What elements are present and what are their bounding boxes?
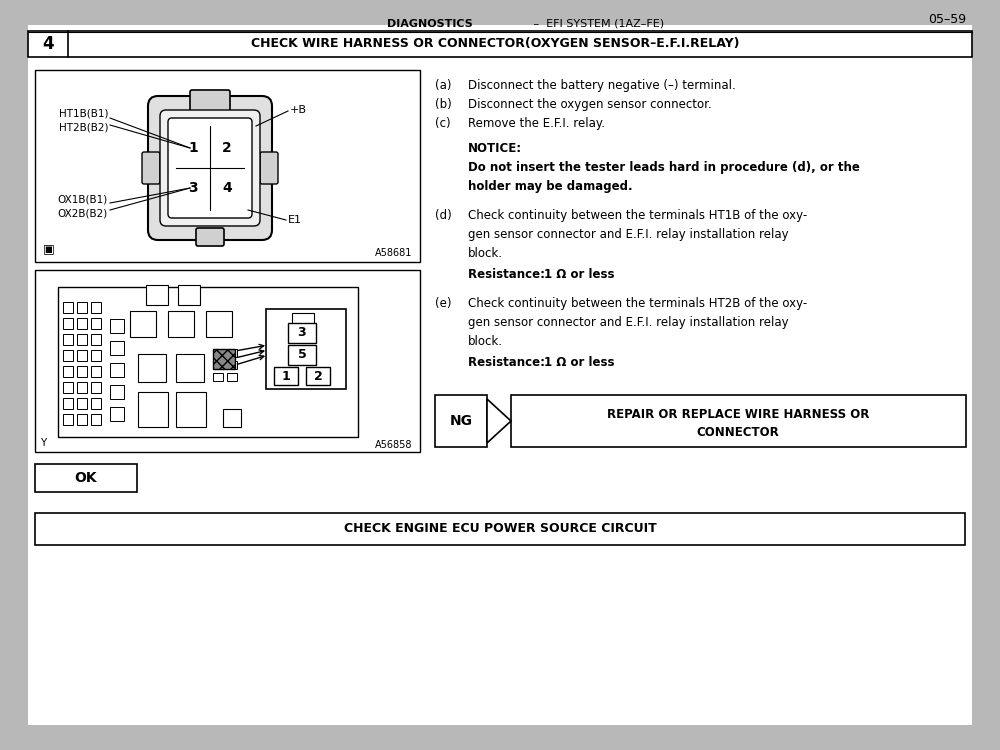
Bar xyxy=(91,398,101,409)
Bar xyxy=(63,302,73,313)
Bar xyxy=(138,354,166,382)
Bar xyxy=(77,382,87,393)
Text: CHECK ENGINE ECU POWER SOURCE CIRCUIT: CHECK ENGINE ECU POWER SOURCE CIRCUIT xyxy=(344,523,656,536)
Bar xyxy=(63,318,73,329)
Text: 4: 4 xyxy=(222,181,232,195)
Bar xyxy=(91,414,101,425)
Text: gen sensor connector and E.F.I. relay installation relay: gen sensor connector and E.F.I. relay in… xyxy=(468,228,789,241)
Bar xyxy=(178,285,200,305)
Bar xyxy=(110,407,124,421)
Text: Check continuity between the terminals HT1B of the oxy-: Check continuity between the terminals H… xyxy=(468,209,807,222)
Bar xyxy=(77,398,87,409)
Bar xyxy=(35,70,420,262)
Bar xyxy=(35,270,420,452)
Bar xyxy=(91,350,101,361)
Bar xyxy=(213,349,235,369)
Text: Resistance:: Resistance: xyxy=(468,268,549,281)
FancyBboxPatch shape xyxy=(196,228,224,246)
Text: OX1B(B1)
OX2B(B2): OX1B(B1) OX2B(B2) xyxy=(58,195,108,219)
Text: CHECK WIRE HARNESS OR CONNECTOR(OXYGEN SENSOR–E.F.I.RELAY): CHECK WIRE HARNESS OR CONNECTOR(OXYGEN S… xyxy=(251,38,739,50)
Text: A58681: A58681 xyxy=(375,248,412,258)
Text: A56858: A56858 xyxy=(374,440,412,450)
Text: 1 Ω or less: 1 Ω or less xyxy=(544,268,614,281)
Bar xyxy=(288,345,316,365)
Bar xyxy=(63,398,73,409)
Bar xyxy=(266,309,346,389)
Text: –  EFI SYSTEM (1AZ–FE): – EFI SYSTEM (1AZ–FE) xyxy=(530,19,664,29)
Bar xyxy=(292,313,314,327)
Bar xyxy=(511,395,966,447)
Bar xyxy=(91,382,101,393)
Bar xyxy=(63,366,73,377)
Text: DIAGNOSTICS: DIAGNOSTICS xyxy=(387,19,473,29)
Bar xyxy=(77,350,87,361)
Bar xyxy=(77,366,87,377)
Text: 2: 2 xyxy=(222,141,232,155)
Bar xyxy=(146,285,168,305)
Bar xyxy=(435,395,487,447)
Bar xyxy=(63,414,73,425)
Text: holder may be damaged.: holder may be damaged. xyxy=(468,180,633,193)
Bar xyxy=(130,311,156,337)
Bar xyxy=(91,334,101,345)
Text: (b): (b) xyxy=(435,98,452,111)
Text: Resistance:: Resistance: xyxy=(468,356,549,369)
Bar xyxy=(63,334,73,345)
Bar xyxy=(91,318,101,329)
Bar xyxy=(91,302,101,313)
Bar xyxy=(274,367,298,385)
Bar xyxy=(223,409,241,427)
Bar xyxy=(63,350,73,361)
Text: NOTICE:: NOTICE: xyxy=(468,142,522,155)
Bar xyxy=(168,311,194,337)
Text: HT1B(B1)
HT2B(B2): HT1B(B1) HT2B(B2) xyxy=(58,108,108,132)
Text: Check continuity between the terminals HT2B of the oxy-: Check continuity between the terminals H… xyxy=(468,297,807,310)
Bar xyxy=(213,361,223,369)
Bar xyxy=(138,392,168,427)
Text: 1: 1 xyxy=(282,370,290,382)
Bar xyxy=(306,367,330,385)
Bar xyxy=(227,349,237,357)
Text: 05–59: 05–59 xyxy=(928,13,966,26)
Bar xyxy=(77,414,87,425)
FancyBboxPatch shape xyxy=(160,110,260,226)
Bar xyxy=(58,287,358,437)
Bar xyxy=(227,361,237,369)
Text: block.: block. xyxy=(468,247,503,260)
Bar xyxy=(28,31,972,57)
Text: 1: 1 xyxy=(188,141,198,155)
Bar xyxy=(110,319,124,333)
Text: CONNECTOR: CONNECTOR xyxy=(697,426,779,439)
Text: Y: Y xyxy=(40,438,46,448)
FancyBboxPatch shape xyxy=(190,90,230,112)
Bar xyxy=(77,302,87,313)
Text: +B: +B xyxy=(290,105,307,115)
Bar xyxy=(176,354,204,382)
Text: Remove the E.F.I. relay.: Remove the E.F.I. relay. xyxy=(468,117,605,130)
Text: block.: block. xyxy=(468,335,503,348)
Bar xyxy=(213,349,223,357)
Text: REPAIR OR REPLACE WIRE HARNESS OR: REPAIR OR REPLACE WIRE HARNESS OR xyxy=(607,408,869,422)
Bar xyxy=(77,318,87,329)
FancyBboxPatch shape xyxy=(260,152,278,184)
Bar xyxy=(110,363,124,377)
Text: OK: OK xyxy=(75,471,97,485)
Text: Disconnect the oxygen sensor connector.: Disconnect the oxygen sensor connector. xyxy=(468,98,712,111)
Bar xyxy=(206,311,232,337)
Text: 3: 3 xyxy=(298,326,306,340)
Text: Disconnect the battery negative (–) terminal.: Disconnect the battery negative (–) term… xyxy=(468,79,736,92)
Bar xyxy=(35,464,137,492)
Text: (c): (c) xyxy=(435,117,451,130)
Text: 2: 2 xyxy=(314,370,322,382)
FancyBboxPatch shape xyxy=(148,96,272,240)
Text: Do not insert the tester leads hard in procedure (d), or the: Do not insert the tester leads hard in p… xyxy=(468,161,860,174)
Text: (a): (a) xyxy=(435,79,452,92)
Text: E1: E1 xyxy=(288,215,302,225)
Text: 4: 4 xyxy=(42,35,54,53)
FancyBboxPatch shape xyxy=(168,118,252,218)
Text: ▣: ▣ xyxy=(43,242,55,255)
Bar xyxy=(213,373,223,381)
Text: NG: NG xyxy=(450,414,473,428)
Text: (d): (d) xyxy=(435,209,452,222)
Bar xyxy=(227,373,237,381)
